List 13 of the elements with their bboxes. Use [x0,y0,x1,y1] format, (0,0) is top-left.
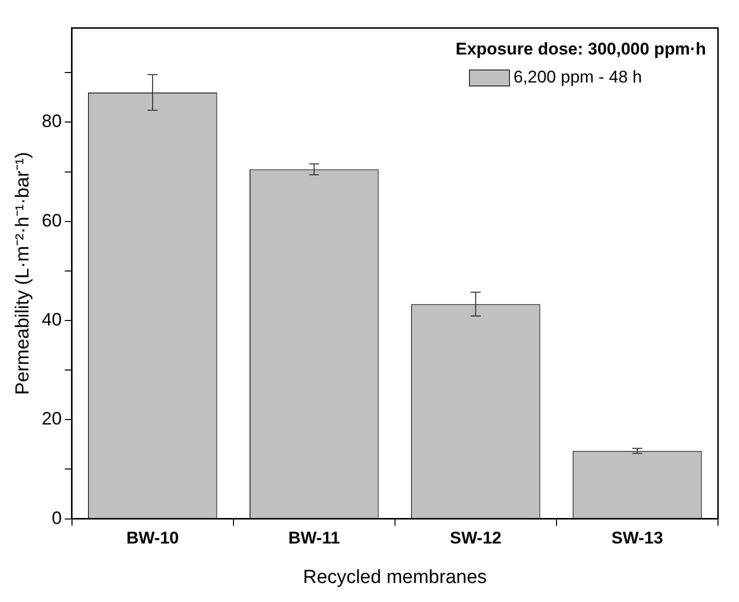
y-tick-label: 40 [42,309,62,330]
x-tick-label: SW-13 [611,528,664,548]
x-tick-label: BW-10 [126,528,179,548]
y-axis-title: Permeability (L·m⁻²·h⁻¹·bar⁻¹) [12,152,34,395]
legend-label: 6,200 ppm - 48 h [513,68,642,87]
y-tick-label: 80 [42,111,62,132]
x-tick-label: BW-11 [288,528,340,548]
y-tick-label: 0 [52,508,62,528]
legend-title: Exposure dose: 300,000 ppm·h [456,40,706,59]
x-axis-title: Recycled membranes [303,566,487,588]
x-tick-label: SW-12 [450,528,502,548]
y-tick-label: 20 [42,408,62,429]
y-tick-label: 60 [42,210,62,230]
